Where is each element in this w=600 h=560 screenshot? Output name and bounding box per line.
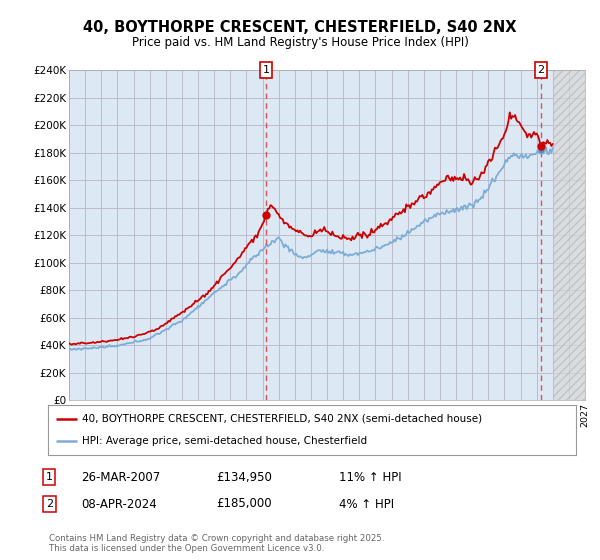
Text: 40, BOYTHORPE CRESCENT, CHESTERFIELD, S40 2NX: 40, BOYTHORPE CRESCENT, CHESTERFIELD, S4… [83,20,517,35]
Text: 2: 2 [538,65,545,75]
Text: 40, BOYTHORPE CRESCENT, CHESTERFIELD, S40 2NX (semi-detached house): 40, BOYTHORPE CRESCENT, CHESTERFIELD, S4… [82,414,482,424]
Text: 2: 2 [46,499,53,509]
Text: 4% ↑ HPI: 4% ↑ HPI [339,497,394,511]
Text: 26-MAR-2007: 26-MAR-2007 [81,470,160,484]
Text: £185,000: £185,000 [216,497,272,511]
Text: HPI: Average price, semi-detached house, Chesterfield: HPI: Average price, semi-detached house,… [82,436,367,446]
Text: £134,950: £134,950 [216,470,272,484]
Bar [553,70,585,400]
Text: 08-APR-2024: 08-APR-2024 [81,497,157,511]
Bar [553,70,585,400]
Text: Contains HM Land Registry data © Crown copyright and database right 2025.
This d: Contains HM Land Registry data © Crown c… [49,534,385,553]
Text: 1: 1 [263,65,270,75]
Text: 11% ↑ HPI: 11% ↑ HPI [339,470,401,484]
Text: Price paid vs. HM Land Registry's House Price Index (HPI): Price paid vs. HM Land Registry's House … [131,36,469,49]
Text: 1: 1 [46,472,53,482]
